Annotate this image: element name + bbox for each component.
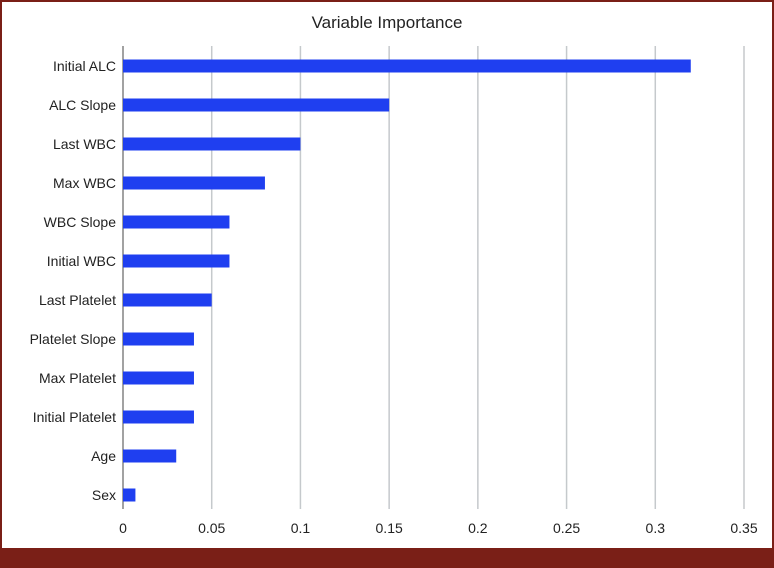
x-tick-label: 0.25 — [553, 520, 580, 536]
bar-chart: 0 0.05 0.1 0.15 0.2 0.25 0.3 0.35 Initial ALC ALC… — [30, 46, 758, 536]
bar — [123, 371, 194, 385]
chart-frame: Variable Importance 0 0.05 0.1 0.15 0.2 0.25 0… — [2, 2, 772, 548]
x-tick-label: 0.1 — [291, 520, 311, 536]
y-tick-label: Age — [91, 448, 116, 464]
y-tick-label: ALC Slope — [49, 97, 116, 113]
bar — [123, 332, 194, 346]
x-tick-label: 0.05 — [198, 520, 225, 536]
bar — [123, 293, 212, 307]
y-tick-label: Max Platelet — [39, 370, 116, 386]
x-tick-label: 0.3 — [646, 520, 666, 536]
y-tick-label: Initial ALC — [53, 58, 116, 74]
bar — [123, 410, 194, 424]
y-tick-label: Last Platelet — [39, 292, 116, 308]
x-tick-label: 0 — [119, 520, 127, 536]
y-tick-label: Last WBC — [53, 136, 116, 152]
x-tick-label: 0.2 — [468, 520, 488, 536]
bar — [123, 488, 136, 502]
y-tick-label: Max WBC — [53, 175, 116, 191]
y-tick-label: WBC Slope — [44, 214, 117, 230]
chart-title: Variable Importance — [311, 13, 463, 32]
bar — [123, 59, 691, 73]
x-tick-label: 0.35 — [730, 520, 757, 536]
bar — [123, 137, 301, 151]
y-tick-label: Sex — [92, 487, 116, 503]
bar — [123, 98, 390, 112]
y-tick-label: Initial Platelet — [33, 409, 116, 425]
bar — [123, 215, 230, 229]
y-tick-label: Platelet Slope — [30, 331, 117, 347]
x-tick-label: 0.15 — [376, 520, 403, 536]
bar — [123, 449, 177, 463]
bar — [123, 254, 230, 268]
bar — [123, 176, 265, 190]
y-tick-label: Initial WBC — [47, 253, 116, 269]
